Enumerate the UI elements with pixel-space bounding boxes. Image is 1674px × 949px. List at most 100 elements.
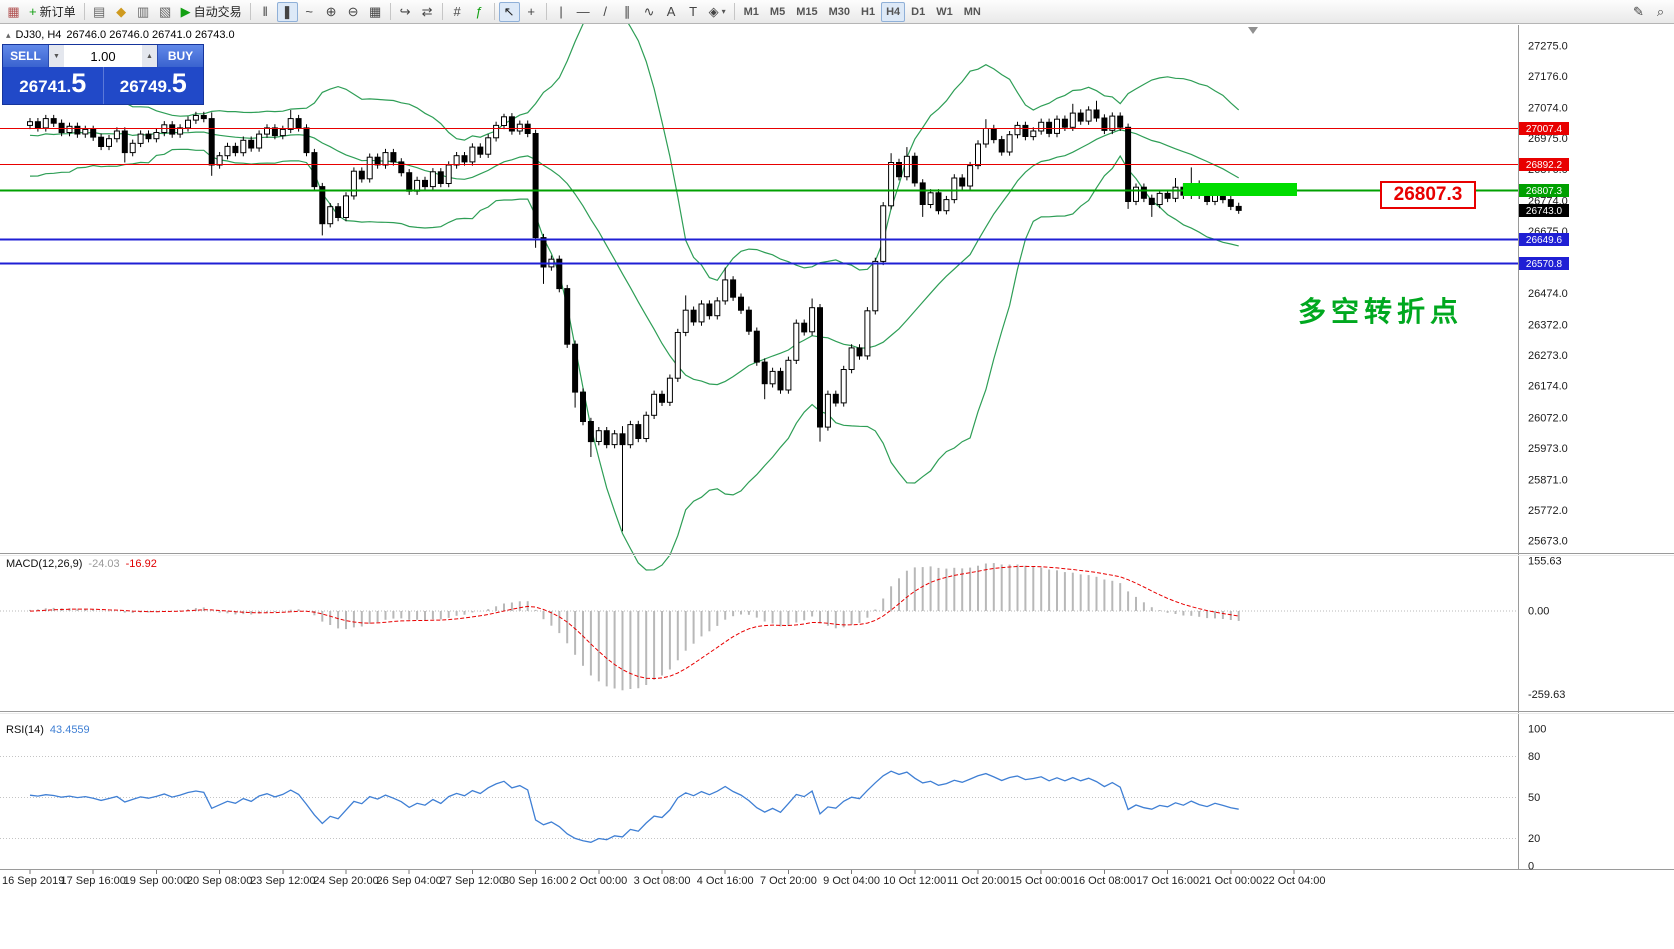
grid-button[interactable]: #	[447, 2, 468, 22]
new-order-button[interactable]: + 新订单	[25, 2, 80, 22]
objects-button[interactable]: ◈ ▾	[705, 2, 730, 22]
market-watch-icon: ▥	[136, 4, 150, 19]
price-tag-label: 26570.8	[1526, 259, 1563, 270]
candlestick-chart-button[interactable]: ❚	[276, 1, 298, 22]
auto-scroll-button[interactable]: ↪	[395, 2, 416, 22]
price-callout[interactable]: 26807.3	[1380, 181, 1476, 209]
toolbar-separator	[733, 3, 735, 20]
channel-icon: ∥	[623, 4, 631, 19]
text-label-button[interactable]: T	[683, 2, 704, 22]
toolbar-separator	[441, 3, 443, 20]
rsi-axis-label: 50	[1528, 792, 1540, 804]
toolbar-separator	[249, 3, 251, 20]
time-axis-label: 23 Sep 12:00	[250, 875, 315, 887]
bar-chart-button[interactable]: ‖	[255, 2, 276, 22]
time-axis-label: 9 Oct 04:00	[823, 875, 880, 887]
horizontal-line-icon: ―	[576, 4, 590, 19]
timeframe-h1-button[interactable]: H1	[856, 2, 880, 22]
grid-icon: #	[453, 4, 461, 19]
autotrading-button[interactable]: ▶ 自动交易	[177, 2, 246, 22]
turning-point-annotation[interactable]: 多空转折点	[1298, 296, 1464, 327]
navigator-button[interactable]: ▧	[155, 2, 176, 22]
zoom-in-button[interactable]: ⊕	[321, 2, 342, 22]
sell-price[interactable]: 26741. 5	[3, 70, 103, 101]
zoom-out-icon: ⊖	[347, 4, 359, 19]
rsi-pane: 100 80 50 20 0	[0, 724, 1546, 873]
macd-axis-label: 0.00	[1528, 606, 1549, 618]
symbol-chart-button[interactable]: ▦	[3, 2, 24, 22]
time-axis-label: 20 Sep 08:00	[187, 875, 252, 887]
one-click-top-row: SELL ▼ ▲ BUY	[3, 45, 203, 67]
timeframe-m30-button[interactable]: M30	[824, 2, 855, 22]
time-axis-label: 17 Oct 16:00	[1136, 875, 1199, 887]
rsi-header: RSI(14) 43.4559	[6, 724, 90, 736]
one-click-toggle-icon[interactable]: ▴	[6, 29, 11, 40]
profiles-icon: ◆	[116, 4, 127, 19]
channel-button[interactable]: ∥	[617, 2, 638, 22]
zoom-out-button[interactable]: ⊖	[343, 2, 364, 22]
fibonacci-button[interactable]: ∿	[639, 2, 660, 22]
timeframe-w1-button[interactable]: W1	[931, 2, 958, 22]
text-button[interactable]: A	[661, 2, 682, 22]
sell-price-big-digit: 5	[71, 68, 87, 98]
edit-button[interactable]: ✎	[1628, 2, 1649, 22]
search-button[interactable]: ⌕	[1650, 2, 1671, 22]
indicator-add-icon: ƒ	[475, 4, 483, 19]
cursor-button[interactable]: ↖	[498, 1, 520, 22]
timeframe-h4-button[interactable]: H4	[881, 1, 906, 22]
chart-shift-marker[interactable]	[1248, 27, 1258, 34]
price-axis-label: 26975.0	[1528, 133, 1568, 145]
macd-value-main: -24.03	[88, 558, 120, 570]
time-axis-label: 16 Sep 2019	[2, 875, 64, 887]
sell-button[interactable]: SELL	[3, 45, 49, 67]
line-chart-button[interactable]: ~	[299, 2, 320, 22]
indicators-button[interactable]: ƒ	[469, 2, 490, 22]
magnifier-icon: ⌕	[1656, 4, 1665, 19]
timeframe-m5-button[interactable]: M5	[765, 2, 790, 22]
sell-price-prefix: 26741.	[19, 77, 72, 96]
crosshair-button[interactable]: +	[521, 2, 542, 22]
level-lines[interactable]	[0, 128, 1518, 265]
chart-window-icon: ▤	[92, 4, 106, 19]
time-axis-label: 27 Sep 12:00	[440, 875, 505, 887]
timeframe-m1-button[interactable]: M1	[739, 2, 764, 22]
macd-signal-line	[29, 565, 1239, 680]
macd-pane: 155.63 0.00 -259.63	[0, 556, 1565, 701]
rsi-label: RSI(14)	[6, 724, 44, 736]
buy-price[interactable]: 26749. 5	[104, 70, 204, 101]
tile-windows-button[interactable]: ▦	[365, 2, 386, 22]
charts-window-button[interactable]: ▤	[89, 2, 110, 22]
vertical-line-button[interactable]: |	[551, 2, 572, 22]
chart-shift-button[interactable]: ⇄	[417, 2, 438, 22]
timeframe-mn-button[interactable]: MN	[959, 2, 986, 22]
highlight-zone[interactable]	[1183, 183, 1297, 196]
macd-axis-label: 155.63	[1528, 556, 1562, 568]
cursor-icon: ↖	[503, 4, 515, 19]
market-watch-button[interactable]: ▥	[133, 2, 154, 22]
price-axis-label: 26372.0	[1528, 320, 1568, 332]
price-axis-label: 26072.0	[1528, 412, 1568, 424]
volume-input[interactable]	[64, 45, 142, 67]
price-tag-label: 26649.6	[1526, 235, 1563, 246]
volume-increase-button[interactable]: ▲	[142, 45, 157, 67]
buy-button[interactable]: BUY	[157, 45, 203, 67]
pencil-icon: ✎	[1633, 4, 1644, 19]
price-axis-label: 26474.0	[1528, 288, 1568, 300]
price-axis-label: 25772.0	[1528, 505, 1568, 517]
time-axis-label: 11 Oct 20:00	[947, 875, 1009, 887]
volume-decrease-button[interactable]: ▼	[49, 45, 64, 67]
navigator-icon: ▧	[158, 4, 172, 19]
horizontal-line-button[interactable]: ―	[573, 2, 594, 22]
bb-upper-band	[29, 2, 1240, 282]
timeframe-m15-button[interactable]: M15	[791, 2, 822, 22]
toolbar: ▦ + 新订单 ▤ ◆ ▥ ▧ ▶ 自动交易 ‖ ❚ ~ ⊕ ⊖ ▦ ↪ ⇄ # ƒ ↖ + | ― / ∥ ∿ A T ◈ ▾ M1 M5 M…	[0, 0, 1674, 24]
trendline-button[interactable]: /	[595, 2, 616, 22]
time-axis-label: 4 Oct 16:00	[697, 875, 754, 887]
profiles-button[interactable]: ◆	[111, 2, 132, 22]
time-axis-label: 15 Oct 00:00	[1010, 875, 1073, 887]
candlestick-icon: ❚	[281, 4, 293, 19]
new-order-icon: +	[29, 4, 37, 19]
timeframe-d1-button[interactable]: D1	[906, 2, 930, 22]
macd-label: MACD(12,26,9)	[6, 558, 83, 570]
